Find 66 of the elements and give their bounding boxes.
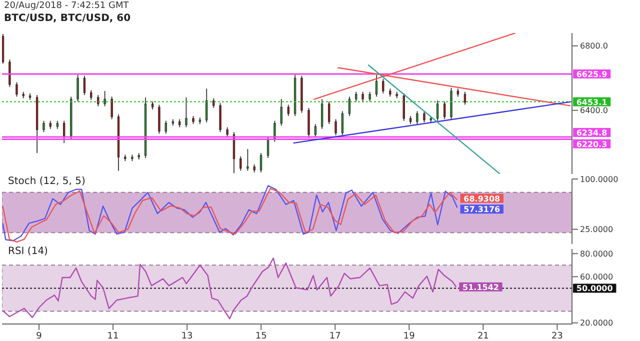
- candlestick: [104, 90, 106, 107]
- y-tick-label: 6400.0: [580, 106, 608, 116]
- ref-line-label: 6234.8: [576, 128, 608, 138]
- x-tick-label: 13: [181, 331, 193, 341]
- text: 20/Aug/2018 - 7:42:51 GMT: [4, 1, 129, 11]
- candlestick: [8, 59, 11, 88]
- candlestick: [382, 78, 384, 94]
- candlestick: [63, 120, 66, 144]
- candlestick: [246, 148, 249, 172]
- y-tick-label: 100.0000: [580, 174, 618, 184]
- candlestick: [76, 74, 79, 102]
- candlestick: [90, 90, 92, 100]
- candlestick: [212, 98, 215, 108]
- candlestick: [314, 124, 316, 138]
- line-series: [2, 258, 457, 320]
- y-tick-label: 80.0000: [580, 249, 614, 258]
- x-tick-label: 23: [551, 331, 563, 341]
- annotation: 51.1542: [462, 282, 499, 292]
- candlestick: [16, 82, 18, 98]
- candlestick: [260, 152, 262, 173]
- y-tick-label: 25.0000: [580, 225, 614, 234]
- x-tick-label: 17: [329, 331, 341, 341]
- candlestick: [423, 110, 426, 123]
- candlestick: [83, 75, 86, 96]
- candlestick: [266, 136, 270, 158]
- ref-line-label: 6625.9: [576, 70, 608, 79]
- candlestick: [334, 118, 337, 136]
- candlestick: [42, 120, 45, 133]
- x-tick-label: 21: [477, 331, 489, 341]
- candlestick: [164, 120, 167, 134]
- ref-line-label: 50.0000: [576, 284, 614, 294]
- candlestick: [185, 96, 188, 128]
- candlestick: [110, 96, 113, 120]
- ref-line-label: 6453.1: [576, 98, 608, 107]
- x-tick-label: 15: [255, 331, 267, 341]
- x-tick-label: 9: [36, 331, 42, 341]
- y-tick-label: 60.0000: [580, 272, 614, 282]
- candlestick: [206, 88, 208, 123]
- candlestick: [416, 110, 418, 125]
- candlestick: [375, 74, 378, 98]
- candlestick: [368, 91, 371, 102]
- candlestick: [328, 100, 330, 125]
- candlestick: [444, 100, 446, 120]
- x-tick-label: 19: [403, 331, 416, 341]
- y-tick-label: 6800.0: [580, 42, 608, 51]
- candlestick: [341, 110, 344, 136]
- chart-title: Stoch (12, 5, 5): [8, 176, 86, 187]
- candlestick: [362, 91, 364, 102]
- candlestick: [355, 91, 358, 102]
- candlestick: [280, 98, 282, 126]
- candlestick: [464, 91, 466, 106]
- candlestick: [348, 96, 351, 116]
- candlestick: [240, 156, 242, 172]
- x-tick-label: 11: [107, 331, 119, 341]
- candlestick: [287, 104, 290, 116]
- ref-line-label: 6220.3: [576, 140, 608, 149]
- candlestick: [320, 98, 324, 130]
- chart-title: BTC/USD, BTC/USD, 60: [4, 13, 131, 24]
- annotation: 57.3176: [464, 205, 501, 214]
- candlestick: [274, 120, 276, 142]
- annotation: 68.9308: [464, 194, 501, 204]
- candlestick: [226, 126, 228, 138]
- candlestick: [436, 100, 439, 122]
- y-tick-label: 20.0000: [580, 318, 614, 328]
- candlestick: [402, 92, 405, 122]
- chart-title: RSI (14): [8, 246, 48, 257]
